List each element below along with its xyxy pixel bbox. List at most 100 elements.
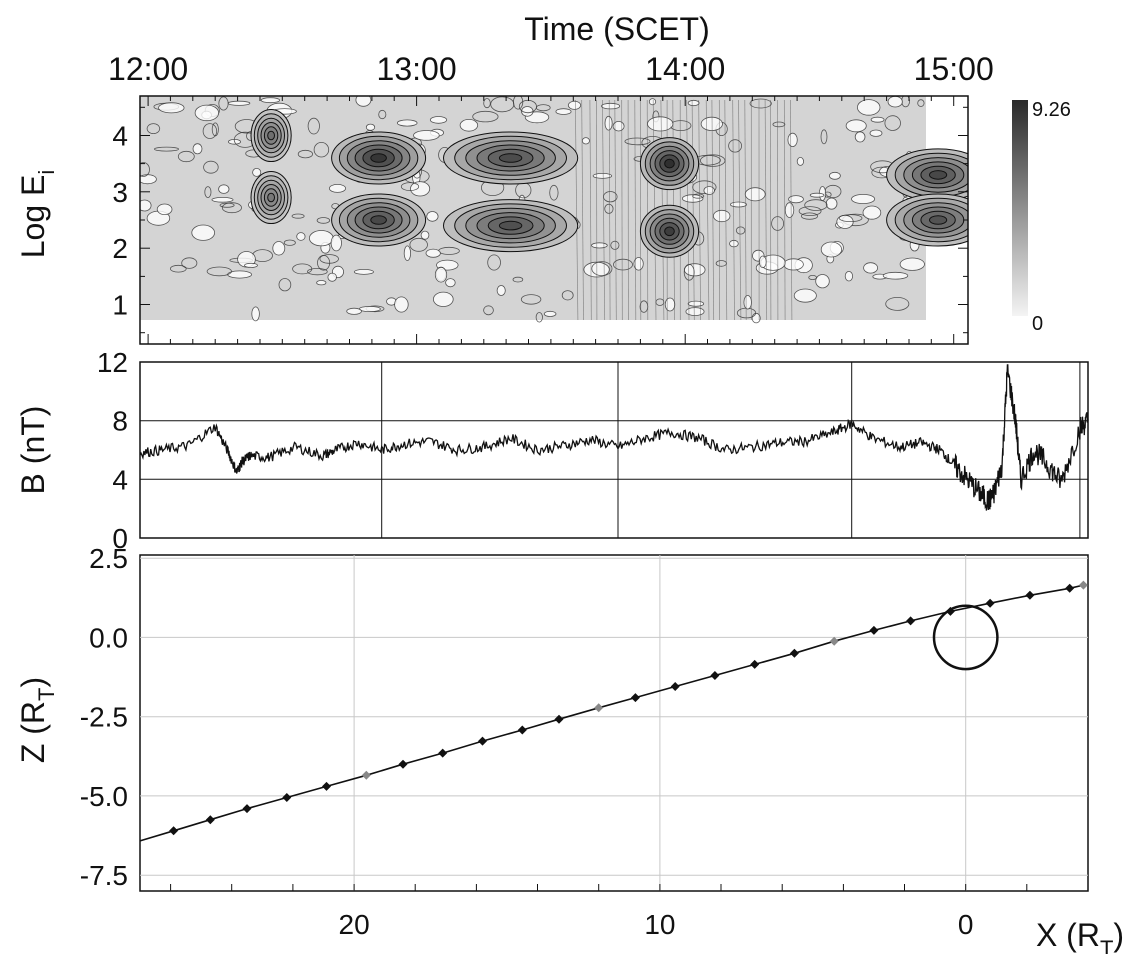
- noise-contour: [396, 119, 418, 127]
- noise-contour: [808, 274, 817, 280]
- noise-contour: [244, 262, 258, 268]
- noise-contour: [591, 242, 608, 249]
- stripe-contour: [602, 99, 606, 321]
- stripe-contour: [724, 99, 728, 321]
- noise-contour: [535, 312, 543, 323]
- noise-contour: [400, 182, 420, 192]
- enhancement-blob: [331, 193, 427, 247]
- enhancement-blob: [443, 131, 579, 185]
- trajectory-marker: [478, 736, 487, 746]
- noise-contour: [829, 171, 841, 180]
- noise-contour: [327, 272, 337, 282]
- noise-contour: [204, 186, 212, 199]
- noise-contour: [307, 267, 328, 276]
- noise-contour: [604, 115, 613, 131]
- noise-contour: [783, 258, 804, 271]
- noise-contour: [820, 241, 843, 258]
- noise-contour: [685, 307, 705, 317]
- trajectory-panel: 2.5 0.0 -2.5 -5.0 -7.5 20 10 0 Z (RT) X (RT): [15, 543, 1124, 954]
- trajectory-x-tick-label: 10: [644, 909, 675, 940]
- noise-contour: [429, 116, 448, 124]
- noise-contour: [862, 205, 882, 220]
- trajectory-frame: [139, 554, 1089, 892]
- noise-contour: [358, 305, 381, 312]
- noise-contour: [211, 122, 219, 137]
- noise-contour: [796, 156, 805, 166]
- trajectory-marker: [322, 781, 331, 791]
- trajectory-marker: [282, 793, 292, 802]
- trajectory-marker: [789, 648, 799, 658]
- noise-contour: [292, 263, 313, 275]
- stripe-contour: [732, 99, 735, 321]
- trajectory-marker: [398, 759, 408, 769]
- noise-contour: [483, 98, 491, 109]
- noise-contour: [683, 263, 695, 281]
- magnetic-field-gridlines: [140, 362, 1088, 538]
- trajectory-marker: [242, 804, 252, 814]
- noise-contour: [170, 264, 187, 273]
- trajectory-y-tick-label: -5.0: [80, 781, 128, 812]
- noise-contour: [854, 131, 866, 143]
- enhancement-blob: [639, 137, 700, 191]
- trajectory-marker: [945, 606, 955, 616]
- noise-contour: [604, 203, 614, 214]
- b-y-tick-label: 0: [112, 523, 128, 554]
- noise-contour: [518, 99, 537, 114]
- spectrogram-y-tick-label: 3: [112, 177, 128, 208]
- noise-contour: [316, 280, 327, 286]
- trajectory-marker: [1025, 590, 1035, 600]
- noise-contour: [804, 199, 828, 211]
- noise-contour: [394, 296, 409, 313]
- noise-contour: [772, 121, 786, 128]
- stripe-contour: [614, 99, 617, 321]
- noise-contour: [206, 266, 232, 277]
- noise-contour: [592, 172, 613, 179]
- noise-contour: [743, 295, 752, 310]
- magnetic-field-y-tick-labels: 0 4 8 12: [97, 347, 128, 554]
- noise-contour: [211, 197, 234, 203]
- time-tick-labels: 12:00 13:00 14:00 15:00: [108, 51, 994, 87]
- spectrogram-y-axis-title: Log Ei: [15, 170, 59, 259]
- stripe-contour: [769, 99, 772, 321]
- noise-contour: [409, 237, 428, 252]
- noise-contour: [703, 186, 715, 195]
- b-y-tick-label: 12: [97, 347, 128, 378]
- noise-contour: [434, 266, 448, 283]
- stripe-contour: [738, 99, 742, 321]
- stripe-contour: [646, 99, 649, 321]
- noise-contour: [426, 211, 439, 222]
- enhancement-blob: [639, 204, 700, 258]
- noise-contour: [403, 245, 411, 261]
- stripe-contour: [581, 99, 584, 321]
- noise-contour: [272, 241, 286, 256]
- trajectory-y-tick-label: -7.5: [80, 860, 128, 891]
- noise-contour: [153, 146, 179, 152]
- trajectory-marker: [169, 826, 179, 836]
- noise-contour: [815, 274, 830, 289]
- noise-contour: [543, 310, 557, 317]
- trajectory-marker: [906, 616, 916, 626]
- noise-contour: [683, 263, 706, 277]
- trajectory-x-axis-title: X (RT): [1036, 917, 1124, 954]
- noise-contour: [296, 232, 306, 241]
- noise-contour: [252, 167, 262, 177]
- trajectory-y-tick-labels: 2.5 0.0 -2.5 -5.0 -7.5: [80, 543, 128, 891]
- noise-contour: [869, 129, 883, 137]
- trajectory-marker: [554, 714, 564, 724]
- noise-contour: [749, 98, 772, 109]
- time-axis-title: Time (SCET): [524, 11, 709, 47]
- noise-contour: [735, 226, 746, 235]
- noise-contour: [613, 258, 633, 271]
- enhancement-contour: [664, 226, 675, 237]
- trajectory-marker: [985, 598, 995, 608]
- stripe-contour: [686, 99, 690, 321]
- enhancement-blob: [886, 148, 968, 202]
- noise-contour: [319, 254, 339, 264]
- stripe-contour: [691, 99, 695, 321]
- noise-contour: [487, 254, 501, 271]
- magnetic-field-series-line: [139, 364, 1089, 511]
- enhancement-contour: [664, 158, 675, 169]
- noise-contour: [520, 294, 542, 305]
- noise-contour: [882, 271, 909, 280]
- noise-contour: [218, 184, 230, 194]
